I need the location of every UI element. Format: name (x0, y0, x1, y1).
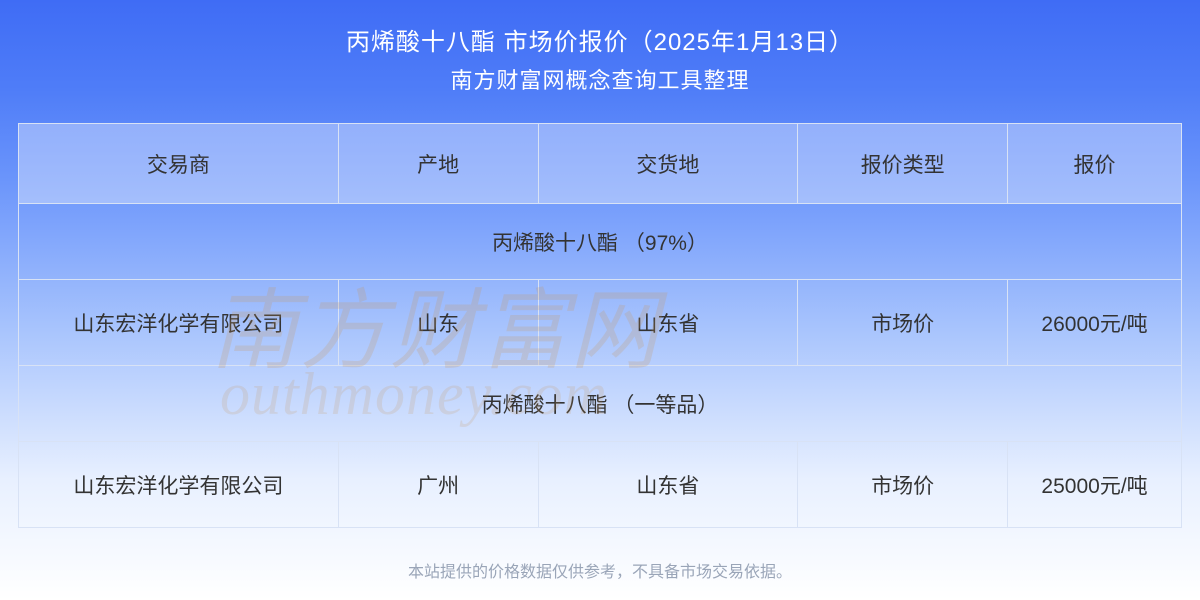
section-heading-row: 丙烯酸十八酯 （一等品） (19, 366, 1182, 442)
col-header-origin: 产地 (338, 124, 538, 204)
col-header-type: 报价类型 (798, 124, 1008, 204)
page-title: 丙烯酸十八酯 市场价报价（2025年1月13日） (0, 22, 1200, 57)
section-heading: 丙烯酸十八酯 （97%） (19, 204, 1182, 280)
cell-delivery: 山东省 (538, 442, 798, 528)
col-header-price: 报价 (1008, 124, 1182, 204)
cell-type: 市场价 (798, 280, 1008, 366)
cell-price: 25000元/吨 (1008, 442, 1182, 528)
table-row: 山东宏洋化学有限公司 山东 山东省 市场价 26000元/吨 (19, 280, 1182, 366)
price-table-container: 交易商 产地 交货地 报价类型 报价 丙烯酸十八酯 （97%） 山东宏洋化学有限… (18, 123, 1182, 528)
table-header-row: 交易商 产地 交货地 报价类型 报价 (19, 124, 1182, 204)
col-header-delivery: 交货地 (538, 124, 798, 204)
cell-price: 26000元/吨 (1008, 280, 1182, 366)
table-row: 山东宏洋化学有限公司 广州 山东省 市场价 25000元/吨 (19, 442, 1182, 528)
page-subtitle: 南方财富网概念查询工具整理 (0, 63, 1200, 95)
cell-origin: 广州 (338, 442, 538, 528)
cell-delivery: 山东省 (538, 280, 798, 366)
section-heading-row: 丙烯酸十八酯 （97%） (19, 204, 1182, 280)
price-table: 交易商 产地 交货地 报价类型 报价 丙烯酸十八酯 （97%） 山东宏洋化学有限… (18, 123, 1182, 528)
cell-type: 市场价 (798, 442, 1008, 528)
cell-origin: 山东 (338, 280, 538, 366)
header: 丙烯酸十八酯 市场价报价（2025年1月13日） 南方财富网概念查询工具整理 (0, 0, 1200, 95)
col-header-dealer: 交易商 (19, 124, 339, 204)
cell-dealer: 山东宏洋化学有限公司 (19, 442, 339, 528)
footer-disclaimer: 本站提供的价格数据仅供参考，不具备市场交易依据。 (0, 558, 1200, 582)
section-heading: 丙烯酸十八酯 （一等品） (19, 366, 1182, 442)
cell-dealer: 山东宏洋化学有限公司 (19, 280, 339, 366)
